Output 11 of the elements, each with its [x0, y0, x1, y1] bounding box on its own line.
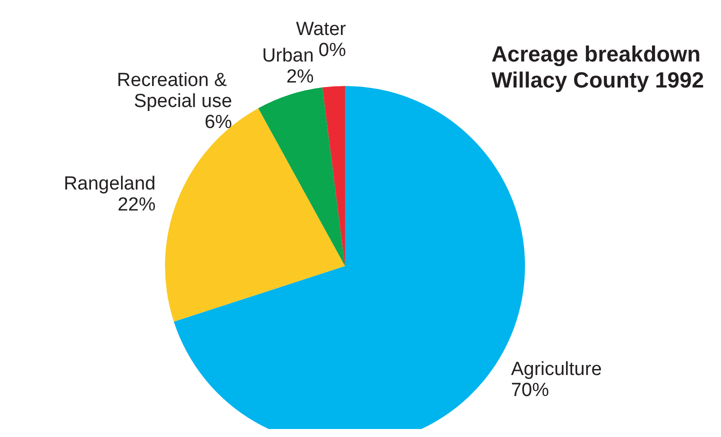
- chart-title: Acreage breakdown Willacy County 1992: [491, 42, 704, 92]
- data-label: 2%: [286, 66, 314, 88]
- data-label: 6%: [204, 112, 232, 133]
- slice-label: Recreation & Special use: [116, 70, 232, 112]
- slice-label: Rangeland: [64, 174, 156, 195]
- text: 0%: [318, 40, 346, 61]
- slice-label: Agriculture: [510, 359, 602, 380]
- slice-label: Urban: [262, 45, 314, 66]
- data-label: 70%: [510, 380, 550, 402]
- data-label: 22%: [118, 194, 156, 216]
- category-label: Water: [296, 19, 346, 40]
